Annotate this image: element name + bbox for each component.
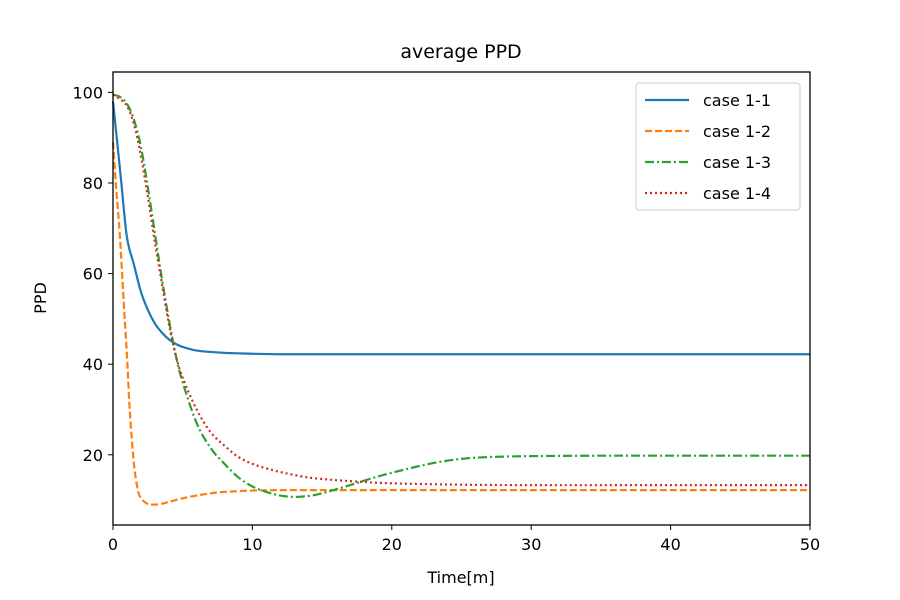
y-tick-label: 100 <box>72 83 103 102</box>
legend-label: case 1-2 <box>703 122 771 141</box>
legend-label: case 1-1 <box>703 91 771 110</box>
y-tick-label: 20 <box>83 446 103 465</box>
y-tick-label: 60 <box>83 265 103 284</box>
series-line-3 <box>112 93 810 499</box>
x-tick-label: 50 <box>800 535 820 554</box>
chart-title: average PPD <box>400 41 521 63</box>
x-tick-label: 10 <box>242 535 262 554</box>
series-line-1 <box>111 101 810 356</box>
x-tick-label: 40 <box>660 535 680 554</box>
y-tick-label: 80 <box>83 174 103 193</box>
series-line-2 <box>111 142 810 506</box>
x-tick-label: 30 <box>521 535 541 554</box>
series-line-4 <box>112 93 810 487</box>
plot-frame <box>112 71 811 526</box>
y-axis-label: PPD <box>31 282 50 314</box>
legend-label: case 1-3 <box>703 153 771 172</box>
y-tick-label: 40 <box>83 355 103 374</box>
x-tick-label: 0 <box>108 535 118 554</box>
x-axis-label: Time[m] <box>426 568 494 587</box>
series-layer <box>111 93 810 506</box>
x-tick-label: 20 <box>382 535 402 554</box>
tick-layer: 0 10 20 30 40 50 20 40 60 80 100 <box>72 83 820 554</box>
legend-label: case 1-4 <box>703 184 771 203</box>
legend-box <box>635 82 801 211</box>
legend: case 1-1 case 1-2 case 1-3 case 1-4 <box>635 82 801 211</box>
